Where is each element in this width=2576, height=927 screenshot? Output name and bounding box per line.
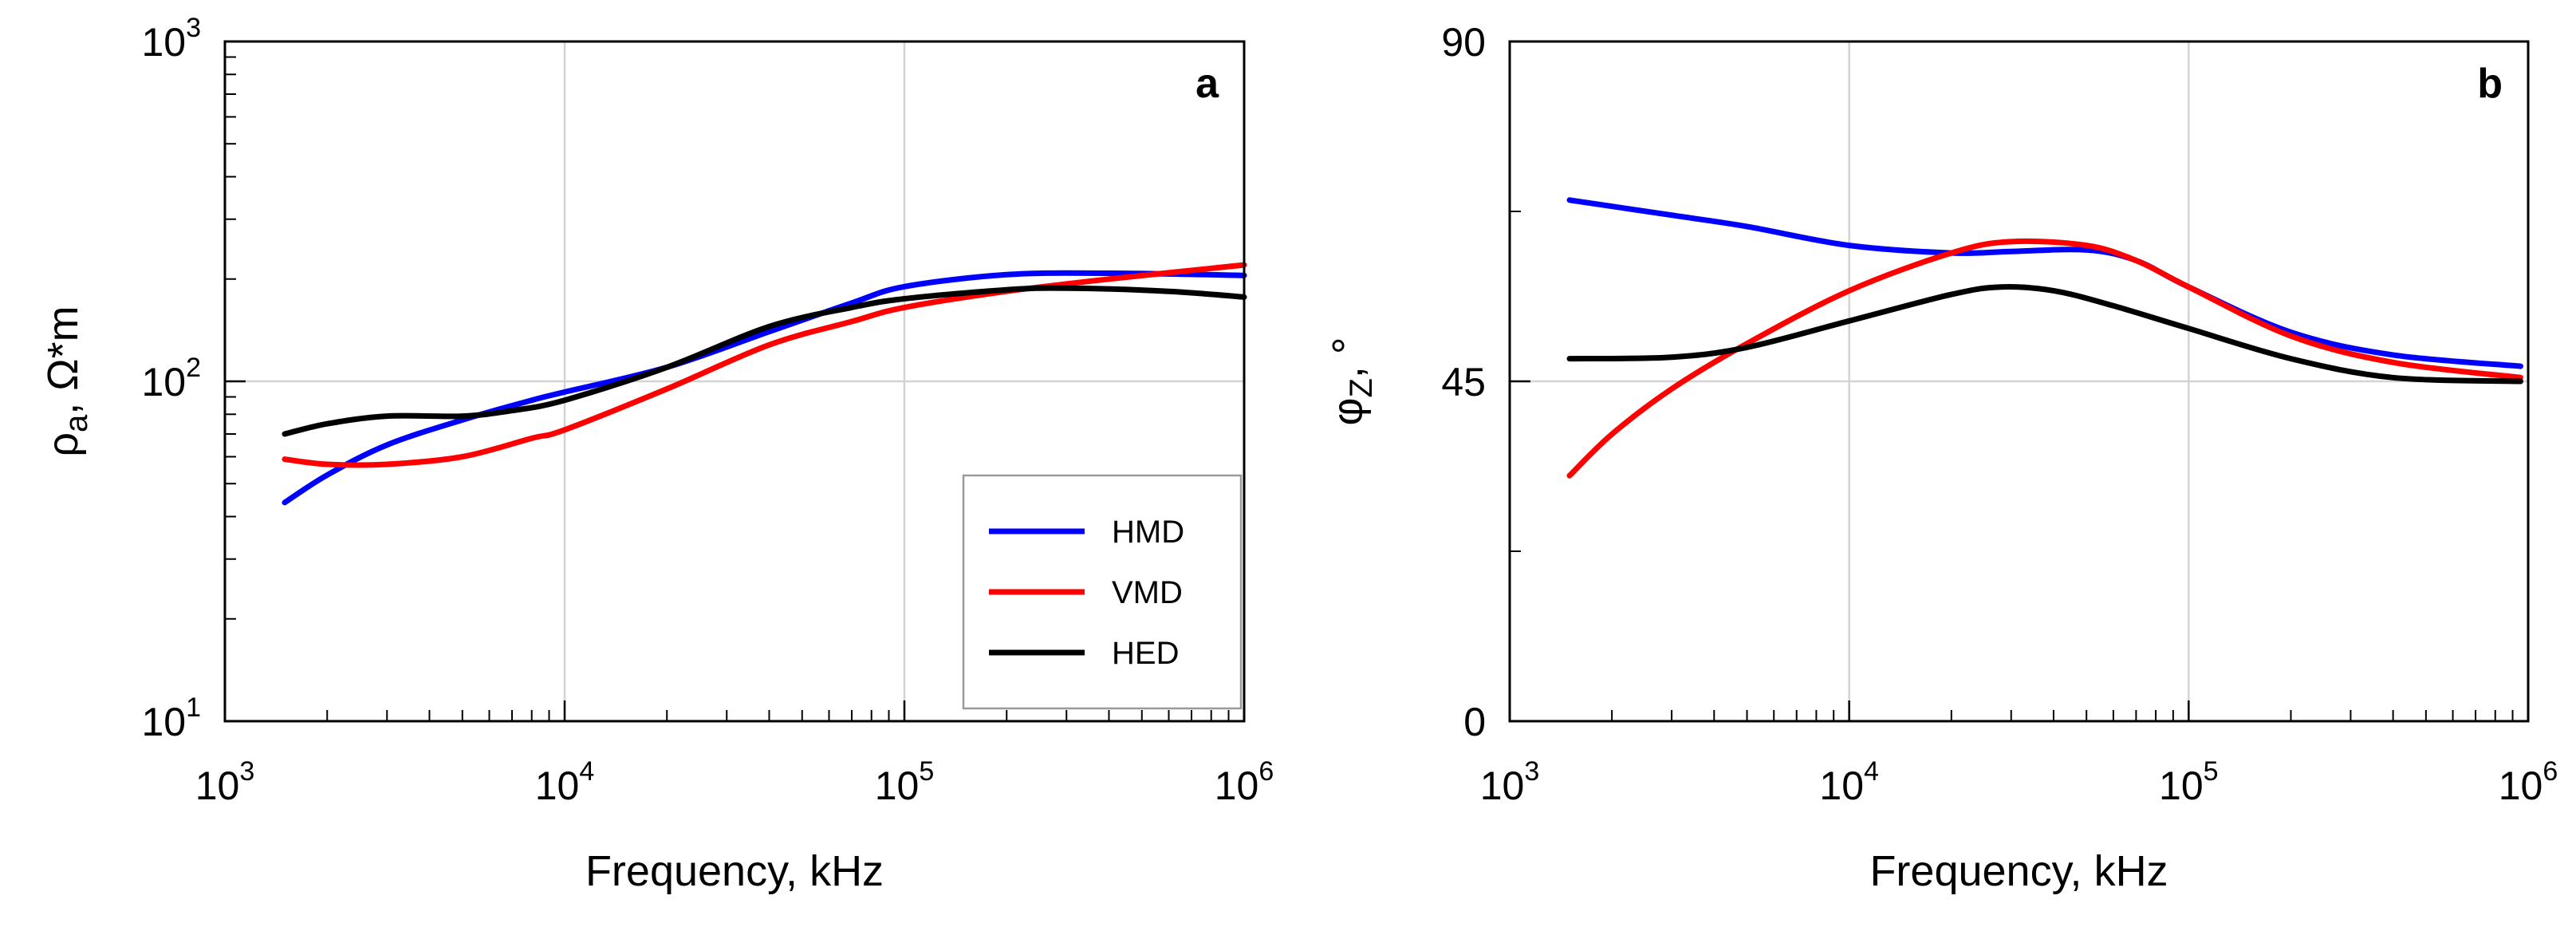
chart-a-x-tick-base: 10 — [195, 763, 240, 808]
chart-b-x-tick-label: 106 — [2499, 756, 2558, 808]
chart-a-legend-label-vmd: VMD — [1112, 575, 1183, 610]
chart-b-x-tick-exponent: 3 — [1524, 756, 1539, 787]
chart-a-plot-frame — [223, 40, 1246, 723]
chart-a-x-tick-label: 105 — [875, 756, 935, 808]
chart-b-x-tick-label: 104 — [1819, 756, 1879, 808]
chart-b-grid — [1510, 41, 2528, 721]
chart-b-x-tick-exponent: 5 — [2204, 756, 2219, 787]
chart-b-y-tick-label: 0 — [1463, 700, 1486, 744]
chart-a-y-tick-exponent: 3 — [186, 13, 201, 43]
chart-a-y-tick-exponent: 2 — [186, 353, 201, 383]
chart-a-y-axis-label-unit: , Ω*m — [39, 306, 87, 414]
chart-b-x-tick-base: 10 — [2159, 763, 2204, 808]
chart-a-x-tick-exponent: 6 — [1258, 756, 1274, 787]
chart-a-y-tick-exponent: 1 — [186, 692, 201, 723]
chart-a-y-tick-label: 103 — [141, 13, 201, 65]
chart-b-y-axis-label-unit: , ° — [1324, 337, 1372, 378]
chart-a-series-hed-line — [282, 285, 1247, 437]
chart-b-x-tick-base: 10 — [2499, 763, 2543, 808]
chart-b-y-axis-label-subscript: Z — [1344, 378, 1379, 397]
chart-a-x-tick-exponent: 3 — [239, 756, 254, 787]
chart-b-x-tick-base: 10 — [1480, 763, 1525, 808]
chart-a-series-vmd-line — [282, 262, 1247, 468]
chart-b-x-tick-base: 10 — [1819, 763, 1864, 808]
chart-b-x-tick-label: 103 — [1480, 756, 1540, 808]
chart-b-series — [1566, 197, 2523, 479]
chart-b-y-tick-label: 90 — [1441, 20, 1486, 65]
chart-a-x-tick-label: 106 — [1215, 756, 1274, 808]
chart-b-y-tick-label: 45 — [1441, 360, 1486, 404]
chart-b-x-axis-label: Frequency, kHz — [1869, 847, 2168, 895]
chart-a-y-tick-label: 101 — [141, 692, 201, 744]
chart-a-series-hmd-line — [282, 270, 1247, 506]
chart-a-x-tick-label: 104 — [535, 756, 595, 808]
chart-a-x-tick-base: 10 — [535, 763, 580, 808]
chart-a-panel-letter: a — [1195, 61, 1219, 107]
chart-a-y-tick-label: 102 — [141, 353, 201, 404]
chart-a-x-tick-base: 10 — [875, 763, 920, 808]
chart-a-y-tick-base: 10 — [141, 20, 186, 65]
chart-b-x-tick-label: 105 — [2159, 756, 2219, 808]
chart-b-series-vmd-line — [1566, 238, 2523, 479]
chart-a-legend-label-hed: HED — [1112, 636, 1179, 671]
chart-a-y-axis-label-symbol: ρ — [39, 432, 87, 457]
chart-a-x-tick-exponent: 5 — [919, 756, 934, 787]
chart-a-x-axis-label: Frequency, kHz — [585, 847, 884, 895]
chart-a-legend-label-hmd: HMD — [1112, 515, 1184, 550]
chart-a-y-tick-base: 10 — [141, 360, 186, 404]
chart-b-x-tick-exponent: 6 — [2543, 756, 2558, 787]
chart-b-plot-frame — [1508, 40, 2530, 723]
chart-b-series-hmd-line — [1566, 197, 2523, 369]
chart-a-series — [282, 262, 1247, 506]
chart-a-x-tick-base: 10 — [1215, 763, 1259, 808]
chart-b-y-axis-label: φZ, ° — [1324, 337, 1379, 425]
chart-a-y-axis-label: ρa, Ω*m — [39, 306, 94, 456]
chart-a-y-axis-label-subscript: a — [59, 414, 94, 432]
chart-a-legend: HMD VMD HED — [962, 474, 1243, 710]
chart-b-y-axis-label-symbol: φ — [1324, 398, 1372, 426]
chart-b-series-hed-line — [1566, 284, 2523, 385]
chart-a-y-tick-base: 10 — [141, 700, 186, 744]
chart-b-x-tick-exponent: 4 — [1864, 756, 1879, 787]
chart-a-x-tick-label: 103 — [195, 756, 255, 808]
chart-a-x-tick-exponent: 4 — [579, 756, 594, 787]
chart-a-grid — [225, 41, 1244, 721]
chart-b-panel-letter: b — [2477, 61, 2503, 107]
